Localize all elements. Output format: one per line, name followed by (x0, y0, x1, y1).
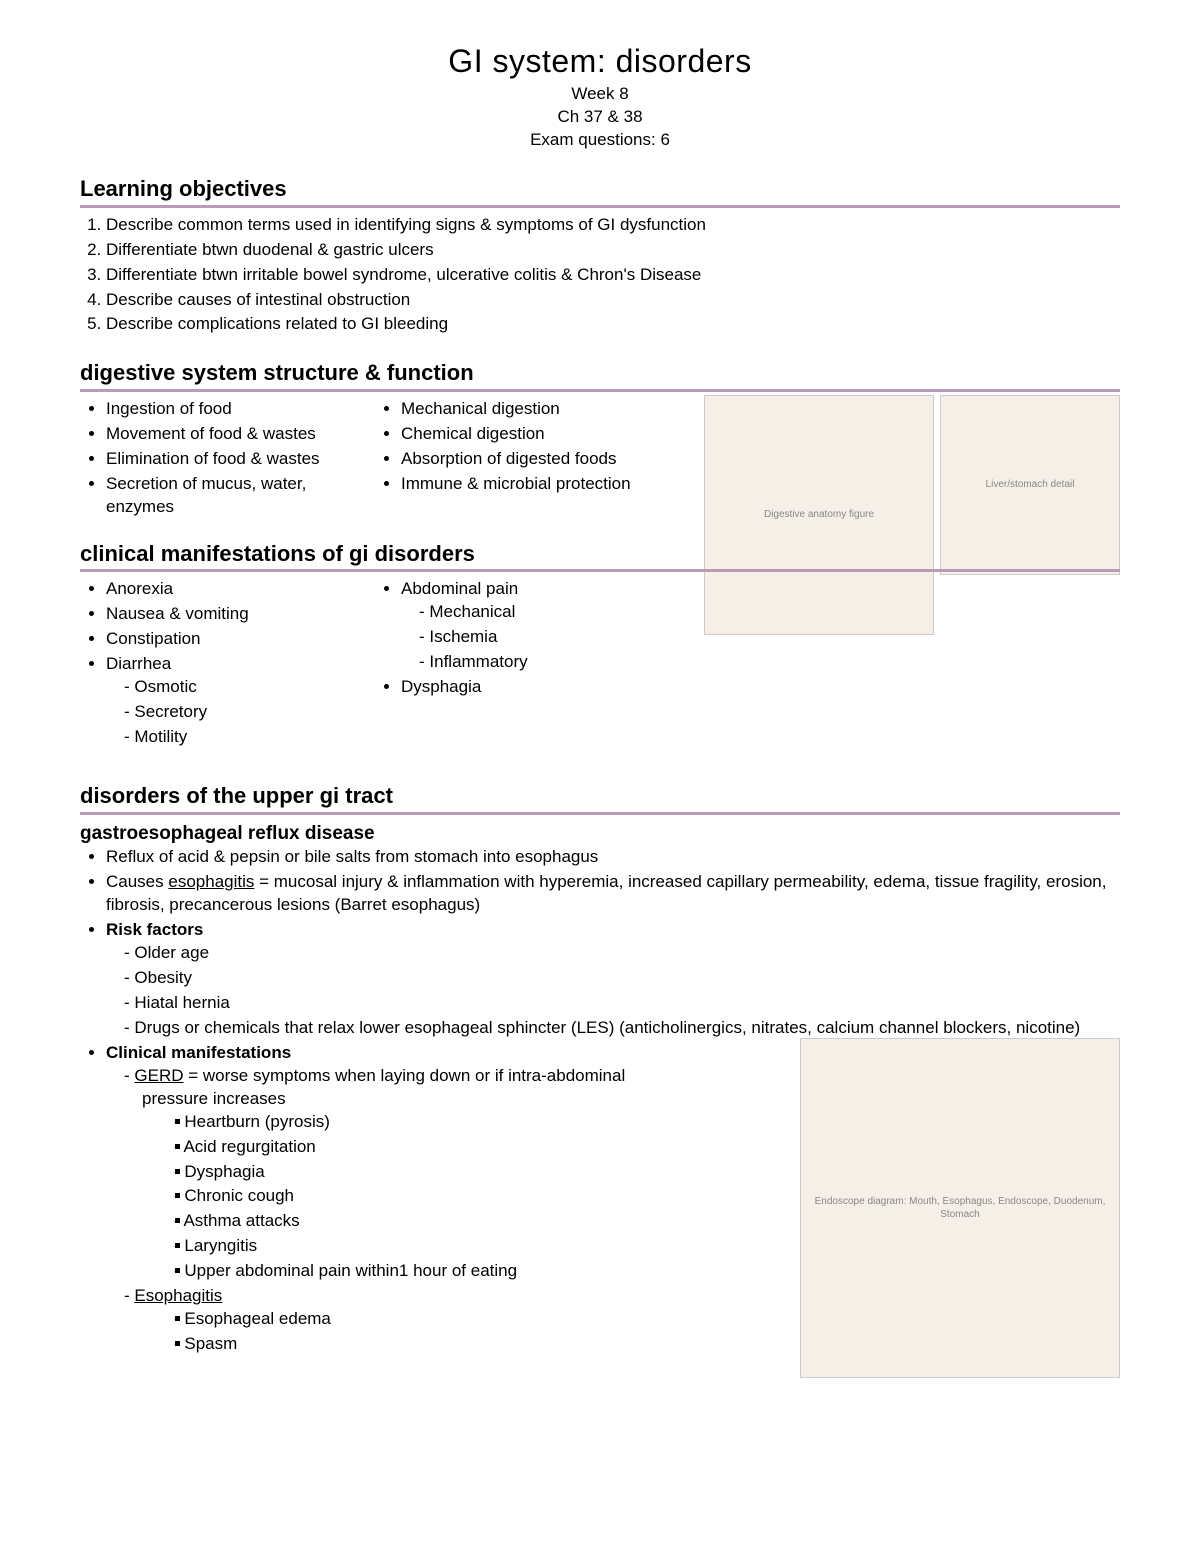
objective-item: Differentiate btwn irritable bowel syndr… (106, 264, 1120, 287)
abdominal-label: Abdominal pain (401, 579, 518, 598)
anatomy-images: Digestive anatomy figure Liver/stomach d… (704, 395, 1120, 635)
list-item: Drugs or chemicals that relax lower esop… (142, 1017, 1120, 1040)
intro2b: = mucosal injury & inflammation with hyp… (106, 872, 1106, 914)
list-item: Constipation (106, 628, 345, 651)
risk-factors-item: Risk factors Older age Obesity Hiatal he… (106, 919, 1120, 1040)
gerd-subheading: gastroesophageal reflux disease (80, 821, 1120, 847)
exam-line: Exam questions: 6 (80, 129, 1120, 152)
list-item: Asthma attacks (192, 1210, 666, 1233)
diarrhea-label: Diarrhea (106, 654, 171, 673)
esophagitis-term2: Esophagitis (134, 1286, 222, 1305)
list-item: Dysphagia (192, 1161, 666, 1184)
manifest-col2: Abdominal pain Mechanical Ischemia Infla… (375, 578, 640, 751)
list-item: Reflux of acid & pepsin or bile salts fr… (106, 846, 1120, 869)
list-item: Anorexia (106, 578, 345, 601)
list-item: Chronic cough (192, 1185, 666, 1208)
heading-upper-gi: disorders of the upper gi tract (80, 781, 1120, 815)
list-item: Absorption of digested foods (401, 448, 640, 471)
chapter-line: Ch 37 & 38 (80, 106, 1120, 129)
gerd-item: GERD = worse symptoms when laying down o… (142, 1065, 666, 1283)
heading-structure-text: digestive system structure & function (80, 360, 474, 385)
list-item: Ischemia (437, 626, 640, 649)
title-block: GI system: disorders Week 8 Ch 37 & 38 E… (80, 40, 1120, 152)
list-item: Hiatal hernia (142, 992, 1120, 1015)
list-item: Mechanical (437, 601, 640, 624)
heading-manifestations-text: clinical manifestations of gi disorders (80, 541, 475, 566)
list-item: Spasm (192, 1333, 666, 1356)
list-item: Upper abdominal pain within1 hour of eat… (192, 1260, 666, 1283)
esophagitis-item: Esophagitis Esophageal edema Spasm (142, 1285, 666, 1356)
objective-item: Differentiate btwn duodenal & gastric ul… (106, 239, 1120, 262)
list-item: Esophageal edema (192, 1308, 666, 1331)
list-item: Inflammatory (437, 651, 640, 674)
list-item: Motility (142, 726, 345, 749)
objective-item: Describe complications related to GI ble… (106, 313, 1120, 336)
objectives-list: Describe common terms used in identifyin… (80, 214, 1120, 337)
manifest-col1: Anorexia Nausea & vomiting Constipation … (80, 578, 345, 751)
list-item: Chemical digestion (401, 423, 640, 446)
list-item: Secretory (142, 701, 345, 724)
objective-item: Describe causes of intestinal obstructio… (106, 289, 1120, 312)
heading-objectives-text: Learning objectives (80, 176, 287, 201)
list-item: Movement of food & wastes (106, 423, 345, 446)
list-item: Abdominal pain Mechanical Ischemia Infla… (401, 578, 640, 674)
week-line: Week 8 (80, 83, 1120, 106)
objective-item: Describe common terms used in identifyin… (106, 214, 1120, 237)
list-item: Causes esophagitis = mucosal injury & in… (106, 871, 1120, 917)
page-title: GI system: disorders (80, 40, 1120, 83)
list-item: Immune & microbial protection (401, 473, 640, 496)
anatomy-figure-1: Digestive anatomy figure (704, 395, 934, 635)
list-item: Laryngitis (192, 1235, 666, 1258)
list-item: Older age (142, 942, 1120, 965)
cm-label: Clinical manifestations (106, 1043, 291, 1062)
risk-factors-label: Risk factors (106, 920, 203, 939)
endoscope-figure: Endoscope diagram: Mouth, Esophagus, End… (800, 1038, 1120, 1378)
list-item: Elimination of food & wastes (106, 448, 345, 471)
list-item: Obesity (142, 967, 1120, 990)
list-item: Dysphagia (401, 676, 640, 699)
heading-upper-gi-text: disorders of the upper gi tract (80, 783, 393, 808)
list-item: Nausea & vomiting (106, 603, 345, 626)
list-item: Diarrhea Osmotic Secretory Motility (106, 653, 345, 749)
intro2a: Causes (106, 872, 168, 891)
gerd-term: GERD (134, 1066, 183, 1085)
gerd-desc: = worse symptoms when laying down or if … (142, 1066, 625, 1108)
heading-objectives: Learning objectives (80, 174, 1120, 208)
heading-manifestations: clinical manifestations of gi disorders (80, 539, 1120, 573)
list-item: Osmotic (142, 676, 345, 699)
esophagitis-term: esophagitis (168, 872, 254, 891)
list-item: Secretion of mucus, water, enzymes (106, 473, 345, 519)
structure-col1: Ingestion of food Movement of food & was… (80, 398, 345, 521)
list-item: Heartburn (pyrosis) (192, 1111, 666, 1134)
list-item: Mechanical digestion (401, 398, 640, 421)
structure-col2: Mechanical digestion Chemical digestion … (375, 398, 640, 521)
heading-structure: digestive system structure & function (80, 358, 1120, 392)
list-item: Ingestion of food (106, 398, 345, 421)
list-item: Acid regurgitation (192, 1136, 666, 1159)
